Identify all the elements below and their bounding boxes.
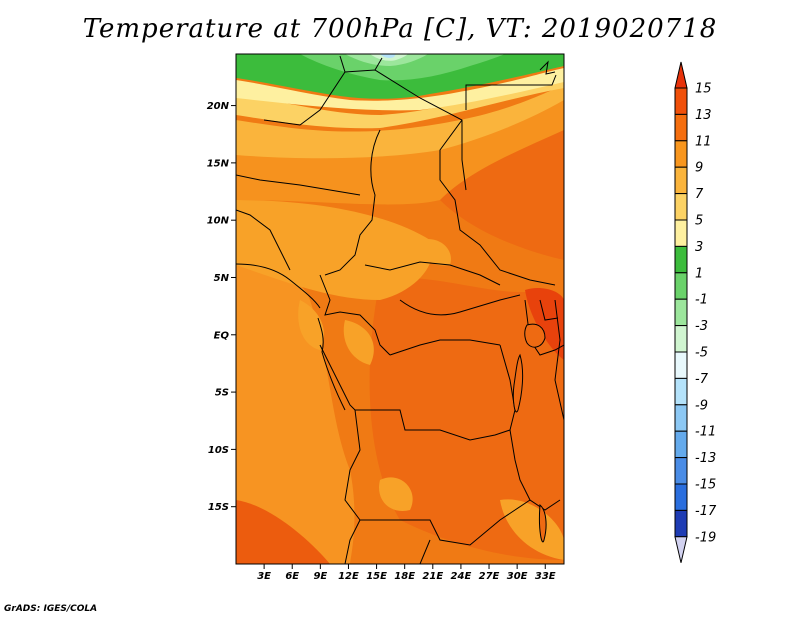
lon-tick-label: 24E: [451, 571, 472, 582]
colorbar-top-arrow: [674, 61, 688, 89]
colorbar-segment: [674, 113, 688, 142]
lon-tick-label: 6E: [285, 571, 299, 582]
colorbar-level-label: -17: [695, 504, 717, 519]
colorbar-segment: [674, 193, 688, 221]
lat-tick-label: 20N: [207, 101, 230, 112]
lon-tick-label: 9E: [313, 571, 327, 582]
colorbar-level-label: -13: [695, 451, 716, 466]
lat-tick-label: 15N: [207, 158, 230, 169]
colorbar-level-label: 5: [695, 214, 703, 229]
map-frame: [235, 53, 565, 565]
lon-tick-label: 27E: [479, 571, 500, 582]
lon-tick-label: 21E: [422, 571, 443, 582]
colorbar-level-label: -11: [695, 425, 716, 440]
axis-ticks: 20N 15N 10N 5N EQ 5S 10S 15S 3E 6E 9E 12E 15E 18E 21E 2…: [207, 101, 556, 582]
colorbar-level-label: 9: [695, 161, 703, 176]
colorbar-level-label: 13: [695, 108, 712, 123]
colorbar-level-label: -15: [695, 478, 716, 493]
colorbar: 15 13 11 9 7 5 3 1 -1 -3 -5 -7 -9 -11 -13 -15 -17 -19: [674, 61, 717, 563]
chart-title: Temperature at 700hPa [C], VT: 201902071…: [82, 14, 718, 44]
colorbar-level-label: 11: [695, 134, 712, 149]
colorbar-level-label: -19: [695, 530, 716, 545]
colorbar-segment: [674, 483, 688, 511]
colorbar-level-label: -1: [695, 293, 708, 308]
colorbar-segment: [674, 377, 688, 406]
colorbar-bottom-arrow: [674, 536, 688, 563]
lat-tick-label: 15S: [208, 502, 229, 513]
colorbar-level-label: 15: [695, 82, 712, 97]
lat-tick-label: 5N: [214, 273, 230, 284]
temperature-field: [236, 54, 564, 564]
colorbar-segment: [674, 457, 688, 485]
colorbar-segment: [674, 219, 688, 247]
lat-tick-label: 5S: [215, 388, 229, 399]
colorbar-segment: [674, 87, 688, 115]
colorbar-segment: [674, 166, 688, 195]
colorbar-level-label: -7: [695, 372, 709, 387]
lon-tick-label: 12E: [338, 571, 359, 582]
colorbar-segment: [674, 272, 688, 300]
grads-credit: GrADS: IGES/COLA: [4, 604, 98, 614]
lon-tick-label: 15E: [366, 571, 387, 582]
colorbar-segment: [674, 140, 688, 168]
colorbar-level-label: 7: [695, 187, 704, 202]
colorbar-segment: [674, 509, 688, 538]
lon-tick-label: 18E: [394, 571, 415, 582]
lakes: [512, 323, 547, 543]
colorbar-level-label: -5: [695, 346, 708, 361]
colorbar-segment: [674, 430, 688, 459]
lon-tick-label: 33E: [535, 571, 556, 582]
lat-tick-label: 10N: [207, 216, 230, 227]
colorbar-segment: [674, 245, 688, 274]
colorbar-segment: [674, 351, 688, 379]
country-borders: [236, 55, 564, 564]
lon-tick-label: 3E: [257, 571, 271, 582]
colorbar-segment: [674, 325, 688, 353]
lat-tick-label: 10S: [208, 445, 229, 456]
lon-tick-label: 30E: [507, 571, 528, 582]
colorbar-level-label: 3: [695, 240, 703, 255]
colorbar-segment: [674, 298, 688, 327]
colorbar-segment: [674, 404, 688, 432]
colorbar-level-label: -9: [695, 398, 708, 413]
lat-tick-label: EQ: [214, 330, 230, 341]
colorbar-level-label: 1: [695, 266, 703, 281]
colorbar-level-label: -3: [695, 319, 708, 334]
